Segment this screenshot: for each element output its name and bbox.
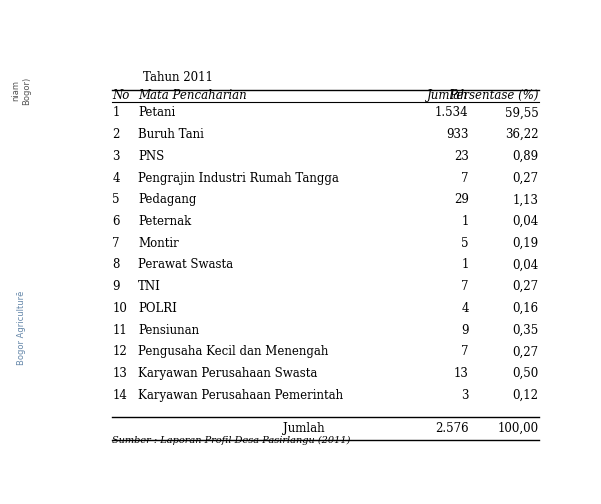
Text: 0,27: 0,27 — [513, 171, 538, 184]
Text: 12: 12 — [112, 345, 127, 358]
Text: Persentase (%): Persentase (%) — [449, 89, 538, 102]
Text: 0,27: 0,27 — [513, 280, 538, 293]
Text: 1,13: 1,13 — [513, 194, 538, 206]
Text: POLRI: POLRI — [138, 302, 177, 315]
Text: Bogor Agriculturē: Bogor Agriculturē — [17, 290, 25, 365]
Text: 1: 1 — [462, 215, 469, 228]
Text: 29: 29 — [454, 194, 469, 206]
Text: 9: 9 — [112, 280, 120, 293]
Text: 7: 7 — [461, 171, 469, 184]
Text: No: No — [112, 89, 130, 102]
Text: 0,16: 0,16 — [513, 302, 538, 315]
Text: 10: 10 — [112, 302, 127, 315]
Text: 2: 2 — [112, 128, 120, 141]
Text: Pengrajin Industri Rumah Tangga: Pengrajin Industri Rumah Tangga — [138, 171, 339, 184]
Text: 933: 933 — [446, 128, 469, 141]
Text: Perawat Swasta: Perawat Swasta — [138, 259, 233, 272]
Text: Peternak: Peternak — [138, 215, 191, 228]
Text: Jumlah: Jumlah — [282, 422, 324, 435]
Text: 8: 8 — [112, 259, 120, 272]
Text: 2.576: 2.576 — [435, 422, 469, 435]
Text: Pensiunan: Pensiunan — [138, 324, 199, 337]
Text: 3: 3 — [112, 150, 120, 163]
Text: 0,50: 0,50 — [512, 367, 538, 380]
Text: 23: 23 — [454, 150, 469, 163]
Text: 0,04: 0,04 — [512, 259, 538, 272]
Text: 0,27: 0,27 — [513, 345, 538, 358]
Text: Tahun 2011: Tahun 2011 — [142, 72, 213, 85]
Text: Mata Pencaharian: Mata Pencaharian — [138, 89, 247, 102]
Text: Petani: Petani — [138, 106, 175, 119]
Text: 0,89: 0,89 — [513, 150, 538, 163]
Text: 4: 4 — [461, 302, 469, 315]
Text: 1: 1 — [112, 106, 120, 119]
Text: 1: 1 — [462, 259, 469, 272]
Text: 0,19: 0,19 — [513, 237, 538, 250]
Text: 11: 11 — [112, 324, 127, 337]
Text: 4: 4 — [112, 171, 120, 184]
Text: 0,04: 0,04 — [512, 215, 538, 228]
Text: 7: 7 — [112, 237, 120, 250]
Text: 13: 13 — [112, 367, 127, 380]
Text: 0,35: 0,35 — [512, 324, 538, 337]
Text: Sumber : Laporan Profil Desa Pasirlangu (2011): Sumber : Laporan Profil Desa Pasirlangu … — [112, 435, 351, 445]
Text: Buruh Tani: Buruh Tani — [138, 128, 204, 141]
Text: Jumlah: Jumlah — [427, 89, 469, 102]
Text: Pedagang: Pedagang — [138, 194, 197, 206]
Text: Karyawan Perusahaan Pemerintah: Karyawan Perusahaan Pemerintah — [138, 389, 343, 402]
Text: 13: 13 — [454, 367, 469, 380]
Text: 7: 7 — [461, 280, 469, 293]
Text: 0,12: 0,12 — [513, 389, 538, 402]
Text: 36,22: 36,22 — [505, 128, 538, 141]
Text: niam
Bogor): niam Bogor) — [11, 77, 31, 105]
Text: 3: 3 — [461, 389, 469, 402]
Text: 5: 5 — [461, 237, 469, 250]
Text: Karyawan Perusahaan Swasta: Karyawan Perusahaan Swasta — [138, 367, 317, 380]
Text: PNS: PNS — [138, 150, 164, 163]
Text: Pengusaha Kecil dan Menengah: Pengusaha Kecil dan Menengah — [138, 345, 328, 358]
Text: 9: 9 — [461, 324, 469, 337]
Text: 6: 6 — [112, 215, 120, 228]
Text: 100,00: 100,00 — [498, 422, 538, 435]
Text: 5: 5 — [112, 194, 120, 206]
Text: 59,55: 59,55 — [505, 106, 538, 119]
Text: 7: 7 — [461, 345, 469, 358]
Text: 1.534: 1.534 — [435, 106, 469, 119]
Text: TNI: TNI — [138, 280, 161, 293]
Text: 14: 14 — [112, 389, 127, 402]
Text: Montir: Montir — [138, 237, 178, 250]
